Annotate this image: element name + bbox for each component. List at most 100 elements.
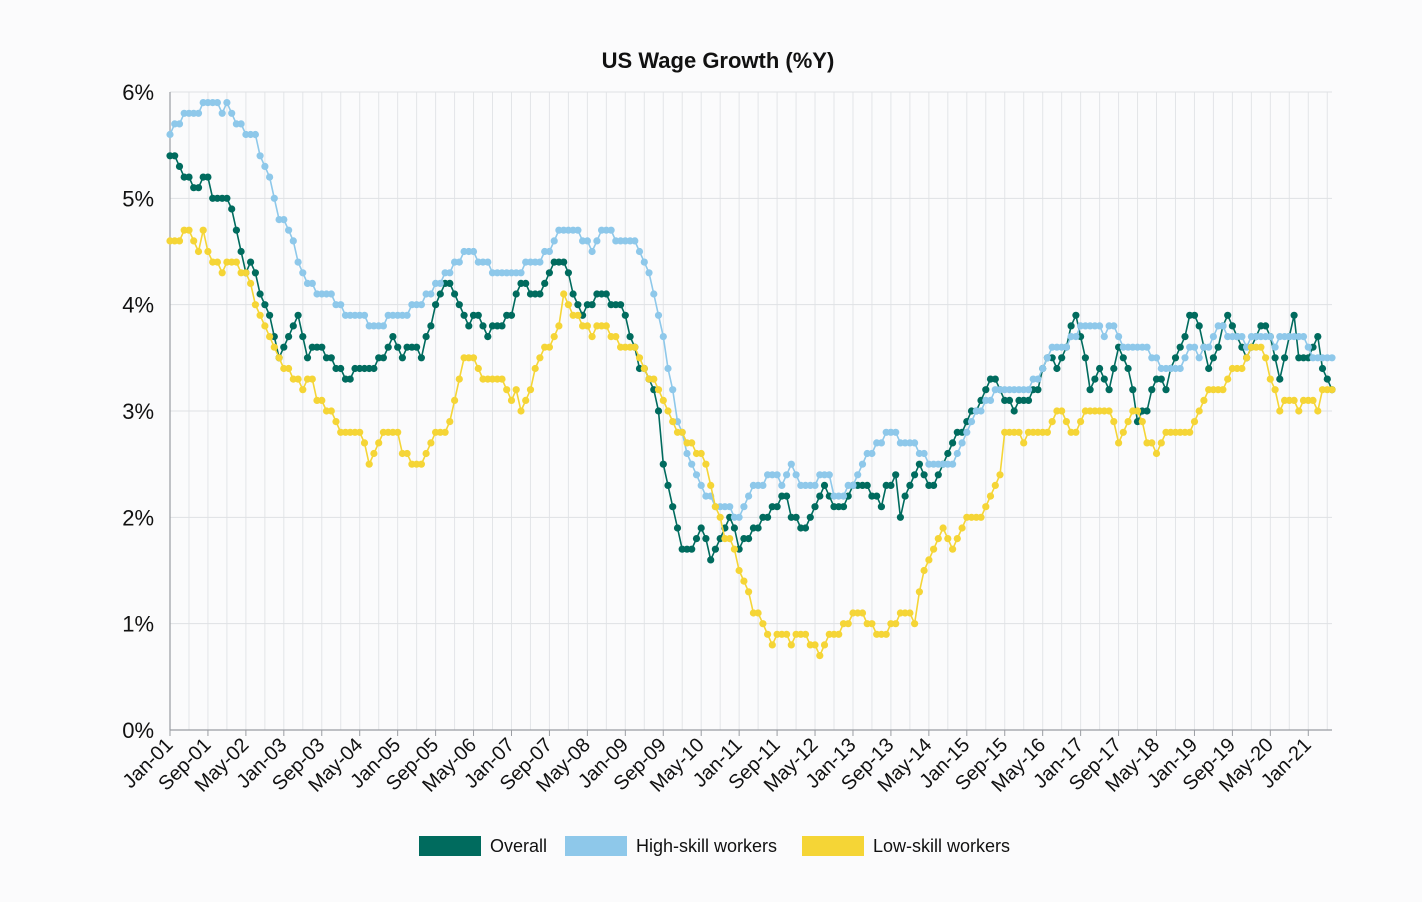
data-point — [422, 333, 430, 341]
data-point — [863, 481, 871, 489]
data-point — [384, 343, 392, 351]
data-point — [631, 343, 639, 351]
data-point — [939, 524, 947, 532]
data-point — [370, 449, 378, 458]
y-tick-label: 4% — [122, 293, 154, 318]
data-point — [237, 120, 245, 128]
data-point — [806, 513, 814, 521]
data-point — [1039, 364, 1047, 373]
data-point — [745, 535, 753, 543]
data-point — [1328, 386, 1336, 394]
data-point — [232, 258, 240, 266]
data-point — [688, 460, 696, 468]
data-point — [299, 386, 307, 394]
data-point — [873, 492, 881, 500]
data-point — [1276, 407, 1284, 415]
data-point — [1299, 333, 1308, 341]
data-point — [417, 301, 425, 309]
data-point — [270, 194, 278, 202]
data-point — [958, 524, 966, 532]
data-point — [911, 620, 919, 628]
data-point — [1115, 439, 1123, 447]
data-point — [1318, 364, 1327, 373]
data-point — [441, 428, 449, 436]
data-point — [664, 407, 672, 415]
data-point — [436, 279, 444, 287]
data-point — [925, 556, 933, 564]
data-point — [977, 513, 985, 521]
data-point — [417, 354, 425, 362]
data-point — [892, 471, 900, 479]
data-point — [735, 566, 743, 575]
data-point — [1195, 322, 1203, 330]
data-point — [711, 503, 720, 511]
data-point — [730, 524, 739, 532]
data-point — [1271, 354, 1279, 362]
y-tick-label: 5% — [122, 186, 154, 211]
data-point — [892, 620, 900, 628]
data-point — [1195, 354, 1203, 362]
data-point — [451, 290, 459, 298]
data-point — [602, 322, 610, 330]
data-point — [707, 481, 715, 489]
data-point — [726, 535, 734, 543]
data-point — [621, 311, 629, 319]
data-point — [764, 513, 772, 521]
series-high-skill-workers — [166, 99, 1336, 521]
y-tick-label: 3% — [122, 399, 154, 424]
data-point — [1266, 333, 1274, 341]
data-point — [1024, 396, 1033, 404]
data-point — [915, 460, 924, 468]
data-point — [745, 492, 753, 500]
data-point — [175, 120, 184, 128]
data-point — [759, 481, 767, 489]
data-point — [659, 396, 667, 404]
data-point — [299, 269, 307, 277]
data-point — [507, 311, 516, 319]
data-point — [1176, 364, 1184, 373]
grid — [169, 91, 1332, 731]
data-point — [849, 481, 857, 489]
data-point — [327, 407, 335, 415]
data-point — [555, 322, 563, 330]
data-point — [327, 354, 335, 362]
data-point — [1281, 354, 1289, 362]
data-point — [171, 152, 179, 160]
data-point — [764, 630, 772, 638]
y-tick-label: 0% — [122, 718, 154, 743]
data-point — [1290, 311, 1298, 319]
data-point — [949, 460, 957, 468]
data-point — [692, 535, 701, 543]
data-point — [664, 364, 672, 373]
data-point — [370, 364, 378, 373]
data-point — [545, 343, 554, 351]
data-point — [716, 513, 724, 521]
data-point — [811, 641, 819, 649]
data-point — [726, 503, 734, 511]
data-point — [285, 333, 293, 341]
data-point — [811, 503, 819, 511]
data-point — [228, 109, 236, 117]
data-point — [982, 503, 990, 511]
data-point — [868, 620, 876, 628]
legend-label: High-skill workers — [636, 836, 777, 856]
data-point — [1105, 386, 1113, 394]
legend-swatch — [802, 836, 864, 856]
data-point — [792, 471, 800, 479]
data-point — [844, 620, 852, 628]
data-point — [792, 513, 800, 521]
data-point — [944, 535, 952, 543]
data-point — [560, 290, 568, 298]
data-point — [1276, 375, 1284, 383]
data-point — [702, 535, 710, 543]
data-point — [607, 226, 615, 234]
data-point — [991, 375, 999, 383]
data-point — [1124, 364, 1132, 373]
data-point — [308, 279, 316, 287]
data-point — [275, 354, 283, 362]
data-point — [199, 226, 207, 234]
legend-swatch — [419, 836, 481, 856]
data-point — [522, 279, 530, 287]
data-point — [294, 258, 302, 266]
